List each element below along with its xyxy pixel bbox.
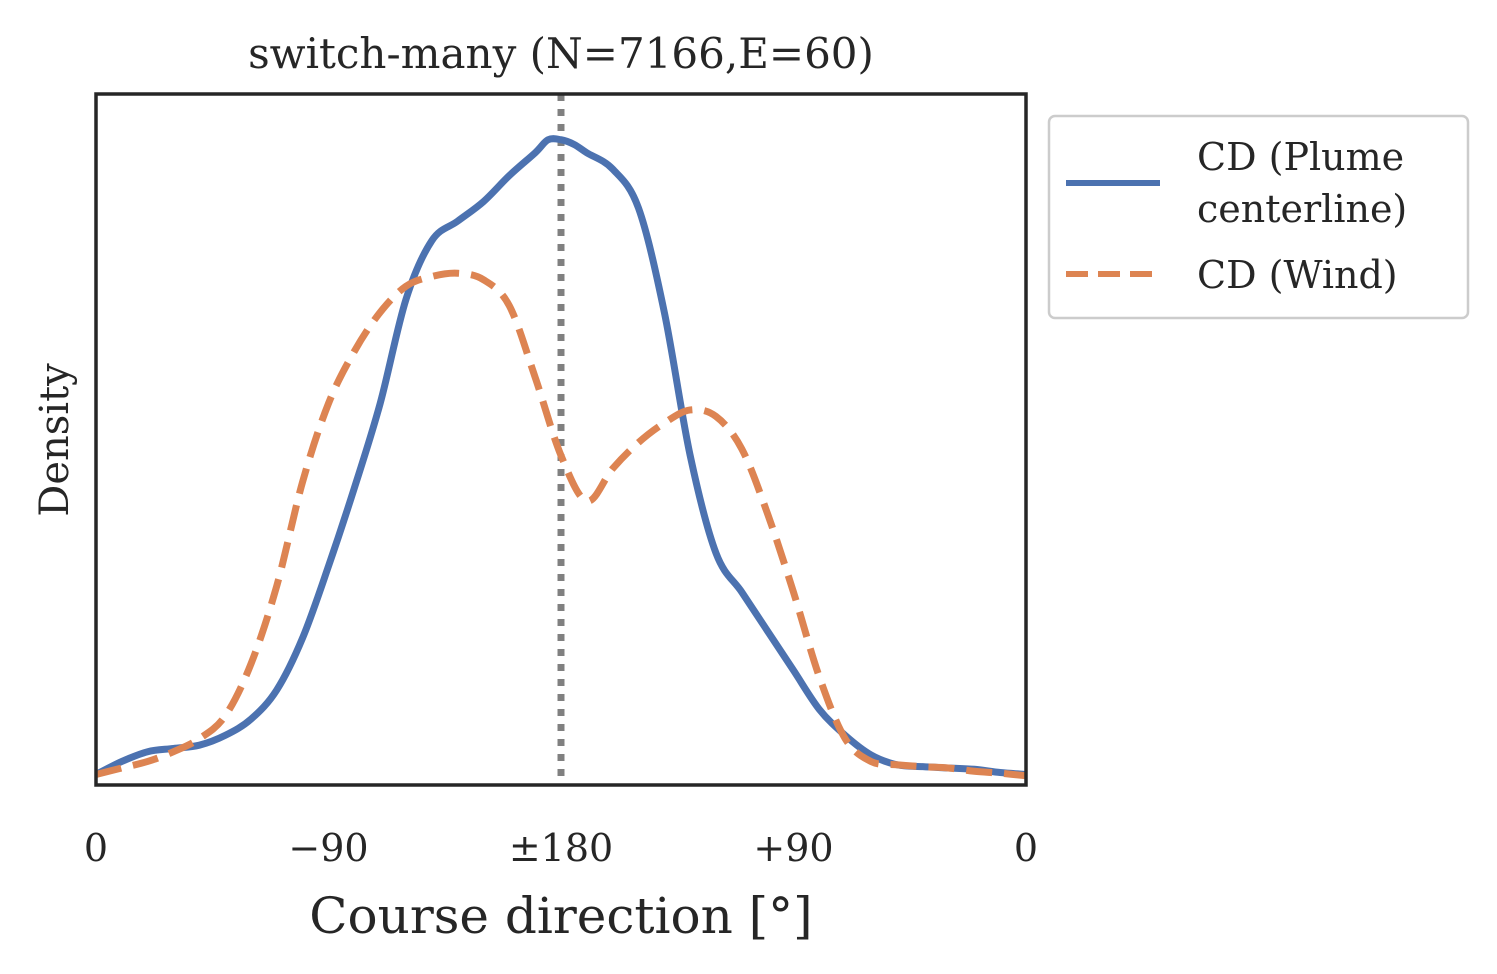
x-tick-labels: 0 −90 ±180 +90 0 <box>84 826 1038 870</box>
plot-frame <box>94 92 1028 787</box>
y-axis-label: Density <box>32 363 78 517</box>
x-axis-label: Course direction [°] <box>309 887 812 945</box>
x-tick-label: +90 <box>753 826 833 870</box>
series-layer <box>94 135 1027 780</box>
legend-label-plume-line-2: centerline) <box>1197 187 1407 231</box>
plot-area <box>94 92 1028 787</box>
legend-box <box>1047 114 1470 320</box>
legend-label-wind: CD (Wind) <box>1197 253 1398 297</box>
series-line-cd-wind <box>95 269 1027 780</box>
legend: CD (Plume centerline) CD (Wind) <box>1047 114 1470 320</box>
x-tick-label: 0 <box>1014 826 1038 870</box>
x-tick-label: 0 <box>84 826 108 870</box>
legend-label-plume-line-1: CD (Plume <box>1197 135 1404 179</box>
x-tick-label: ±180 <box>509 826 613 870</box>
x-tick-label: −90 <box>288 826 368 870</box>
series-line-cd-plume-centerline <box>94 135 1027 778</box>
chart-title: switch-many (N=7166,E=60) <box>248 29 874 78</box>
